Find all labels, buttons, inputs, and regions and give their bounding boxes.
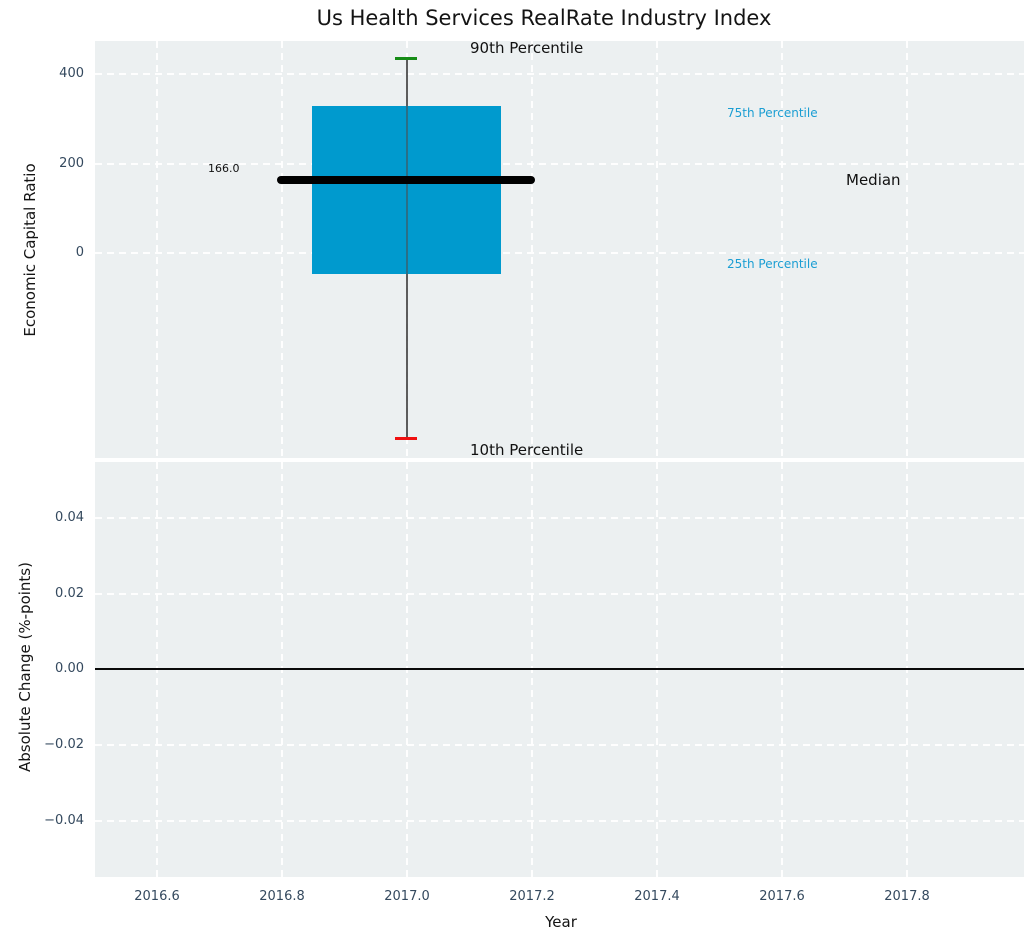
p10-label: 10th Percentile [470,441,584,459]
whisker-line-overlay [406,58,408,438]
x-axis-label: Year [545,913,577,931]
zero-reference-line [95,668,1024,670]
ytick-200: 200 [59,156,84,171]
gridline [95,593,1024,595]
median-label: Median [846,171,901,189]
gridline [281,41,283,458]
ytick-0.04: 0.04 [55,510,84,525]
p90-label: 90th Percentile [470,39,584,57]
ytick-neg0.04: −0.04 [44,813,84,828]
gridline [95,820,1024,822]
median-value-label: 166.0 [208,162,240,175]
gridline [95,252,1024,254]
top-y-axis-label: Economic Capital Ratio [21,163,39,337]
gridline [656,41,658,458]
xtick-2017.2: 2017.2 [509,889,555,904]
gridline [95,517,1024,519]
chart-title: Us Health Services RealRate Industry Ind… [316,6,772,30]
xtick-2017.8: 2017.8 [884,889,930,904]
p75-label: 75th Percentile [727,106,818,120]
p90-whisker-cap [395,57,417,60]
median-line [277,176,535,184]
gridline [95,73,1024,75]
gridline [156,41,158,458]
xtick-2016.8: 2016.8 [259,889,305,904]
xtick-2017.4: 2017.4 [634,889,680,904]
xtick-2017.0: 2017.0 [384,889,430,904]
xtick-2016.6: 2016.6 [134,889,180,904]
ytick-0: 0 [75,245,84,260]
bottom-y-axis-label: Absolute Change (%-points) [16,562,34,772]
gridline [531,41,533,458]
p10-whisker-cap [395,437,417,440]
gridline [95,744,1024,746]
gridline [95,163,1024,165]
xtick-2017.6: 2017.6 [759,889,805,904]
ytick-neg0.02: −0.02 [44,737,84,752]
p25-label: 25th Percentile [727,257,818,271]
ytick-0.00: 0.00 [55,661,84,676]
ytick-400: 400 [59,66,84,81]
ytick-0.02: 0.02 [55,586,84,601]
gridline [906,41,908,458]
top-axes-background [95,41,1024,458]
gridline [781,41,783,458]
